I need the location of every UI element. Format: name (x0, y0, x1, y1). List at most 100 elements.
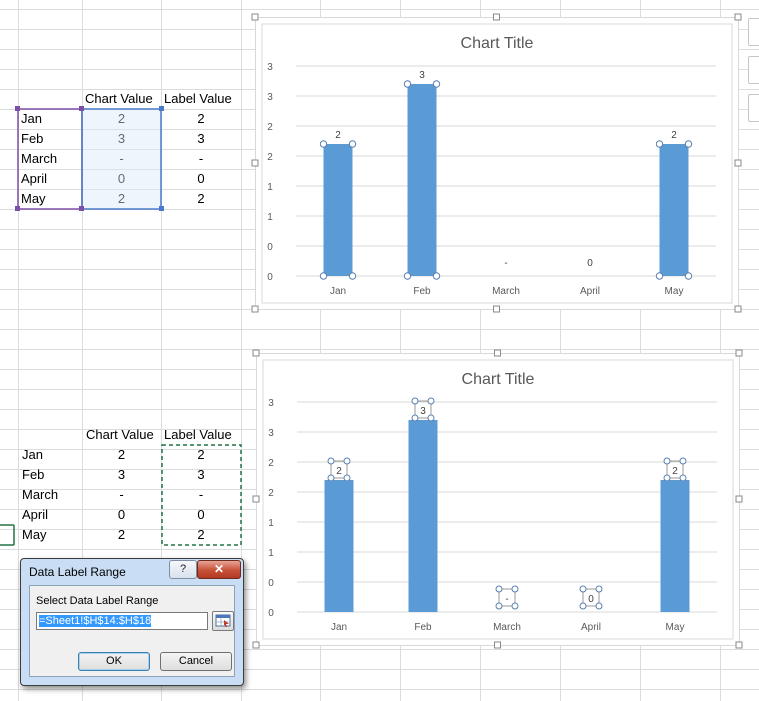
cell-label-value[interactable]: 3 (197, 131, 205, 146)
data-label: 2 (672, 466, 678, 477)
data-label-handle (679, 457, 687, 465)
field-label: Select Data Label Range (36, 595, 159, 607)
cell-month[interactable]: April (22, 507, 49, 522)
cell-label-value[interactable]: 2 (197, 191, 205, 206)
cell-label-value[interactable]: 0 (197, 171, 205, 186)
bar-selection-handle (319, 140, 328, 148)
cell-month[interactable]: April (21, 171, 48, 186)
plot-area-border (262, 359, 734, 640)
y-tick-label: 0 (267, 242, 273, 253)
bar (659, 144, 689, 276)
y-tick-label: 2 (267, 152, 273, 163)
cell-month[interactable]: March (21, 151, 58, 166)
data-label-handle (579, 585, 587, 593)
x-tick-label: Jan (331, 622, 347, 633)
data-label: 2 (336, 466, 342, 477)
bar-selection-handle (684, 272, 693, 280)
cell-chart-value[interactable]: 3 (117, 131, 126, 146)
cell-label-value[interactable]: 3 (197, 467, 205, 482)
data-label: 2 (671, 130, 677, 141)
y-tick-label: 3 (267, 62, 273, 73)
x-tick-label: April (580, 286, 600, 297)
data-label-handle (411, 414, 419, 422)
data-label-box (582, 588, 600, 607)
y-tick-label: 0 (268, 608, 274, 619)
bar-selection-handle (684, 140, 693, 148)
bar-selection-handle (655, 140, 664, 148)
cell-label-value[interactable]: - (198, 487, 204, 502)
cell-label-value[interactable]: 2 (197, 111, 205, 126)
header-chart-value[interactable]: Chart Value (85, 91, 153, 106)
cell-chart-value[interactable]: 2 (117, 527, 126, 542)
dialog-body: Select Data Label Range =Sheet1!$H$14:$H… (29, 585, 235, 677)
data-label-handle (679, 474, 687, 482)
x-tick-label: May (665, 286, 684, 297)
cell-chart-value[interactable]: 3 (117, 467, 126, 482)
close-button[interactable]: ✕ (197, 560, 241, 579)
y-tick-label: 0 (267, 272, 273, 283)
x-tick-label: April (581, 622, 601, 633)
y-tick-label: 1 (268, 548, 274, 559)
x-tick-label: March (493, 622, 521, 633)
header-label-value[interactable]: Label Value (164, 91, 232, 106)
cell-chart-value[interactable]: 2 (117, 447, 126, 462)
dialog-title: Data Label Range (29, 565, 126, 579)
chart-title: Chart Title (462, 371, 535, 388)
data-label-handle (427, 414, 435, 422)
data-label-handle (511, 585, 519, 593)
chart-elements-button[interactable] (748, 18, 759, 46)
data-label-handle (495, 585, 503, 593)
bar-selection-handle (403, 80, 412, 88)
data-label-box (330, 460, 348, 479)
cell-month[interactable]: Feb (21, 131, 44, 146)
help-button[interactable]: ? (169, 560, 197, 579)
cell-month[interactable]: Jan (22, 447, 43, 462)
cell-month[interactable]: May (21, 191, 46, 206)
data-label: - (505, 594, 508, 605)
cell-chart-value[interactable]: - (119, 151, 124, 166)
x-tick-label: Feb (414, 622, 432, 633)
data-label-range-dialog: Data Label Range ? ✕ Select Data Label R… (20, 558, 244, 686)
data-label: 0 (588, 594, 594, 605)
range-input[interactable]: =Sheet1!$H$14:$H$18 (36, 612, 208, 630)
cancel-button[interactable]: Cancel (160, 652, 232, 671)
data-label-handle (495, 602, 503, 610)
chart-top[interactable]: Chart Title 0 0 1 1 2 2 3 3 Jan 2 Feb 3 March - April 0 M… (255, 17, 739, 310)
bar-selection-handle (432, 80, 441, 88)
cell-month[interactable]: March (22, 487, 59, 502)
ok-button[interactable]: OK (78, 652, 150, 671)
data-label-box (414, 400, 432, 419)
x-tick-label: May (666, 622, 685, 633)
collapse-dialog-button[interactable] (212, 611, 234, 631)
range-input-value: =Sheet1!$H$14:$H$18 (39, 615, 152, 627)
data-label-handle (511, 602, 519, 610)
cell-label-value[interactable]: 2 (197, 447, 205, 462)
cell-month[interactable]: May (22, 527, 47, 542)
cell-month[interactable]: Jan (21, 111, 42, 126)
cell-chart-value[interactable]: - (119, 487, 124, 502)
chart-filters-button[interactable] (748, 94, 759, 122)
cell-label-value[interactable]: - (198, 151, 204, 166)
header-chart-value[interactable]: Chart Value (86, 427, 154, 442)
y-tick-label: 1 (267, 212, 273, 223)
cell-chart-value[interactable]: 0 (117, 171, 126, 186)
bar (407, 84, 437, 276)
y-tick-label: 3 (268, 428, 274, 439)
bar-selection-handle (432, 272, 441, 280)
y-tick-label: 1 (268, 518, 274, 529)
y-tick-label: 2 (268, 458, 274, 469)
cell-label-value[interactable]: 2 (197, 527, 205, 542)
data-label-handle (427, 397, 435, 405)
cell-chart-value[interactable]: 0 (117, 507, 126, 522)
cell-chart-value[interactable]: 2 (117, 191, 126, 206)
data-label: 2 (335, 130, 341, 141)
x-tick-label: March (492, 286, 520, 297)
cell-label-value[interactable]: 0 (197, 507, 205, 522)
chart-bottom[interactable]: Chart Title 0 0 1 1 2 2 3 3 Jan 2 Feb 3 March - April 0 M… (256, 353, 740, 646)
header-label-value[interactable]: Label Value (164, 427, 232, 442)
cell-month[interactable]: Feb (22, 467, 45, 482)
cell-chart-value[interactable]: 2 (117, 111, 126, 126)
chart-styles-button[interactable] (748, 56, 759, 84)
y-tick-label: 1 (267, 182, 273, 193)
data-label-handle (327, 457, 335, 465)
